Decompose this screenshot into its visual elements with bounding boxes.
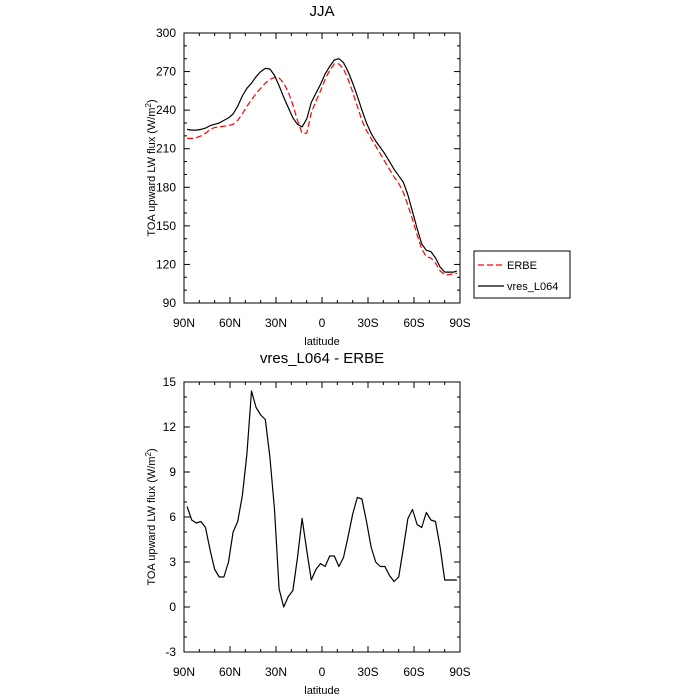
bottom-y-axis-label-sup: 2 bbox=[144, 451, 153, 456]
top-y-axis-label-sup: 2 bbox=[144, 102, 153, 107]
bottom-y-tick-label: -3 bbox=[165, 645, 176, 659]
bottom-y-tick-label: 15 bbox=[163, 375, 177, 389]
top-y-tick-label: 90 bbox=[163, 296, 177, 310]
bottom-x-tick-label: 60N bbox=[219, 665, 241, 679]
top-x-tick-label: 30S bbox=[357, 316, 378, 330]
top-x-tick-label: 60N bbox=[219, 316, 241, 330]
bottom-plot-frame bbox=[183, 381, 461, 653]
top-x-tick-label: 0 bbox=[319, 316, 326, 330]
top-y-tick-label: 120 bbox=[156, 257, 176, 271]
bottom-x-axis: 90N 60N 30N 0 30S 60S 90S bbox=[173, 382, 471, 679]
top-y-axis-label: TOA upward LW flux (W/m2) bbox=[144, 99, 158, 236]
top-y-tick-label: 180 bbox=[156, 180, 176, 194]
bottom-series-group bbox=[186, 390, 457, 608]
top-x-axis-label: latitude bbox=[304, 336, 339, 348]
legend-box bbox=[473, 250, 571, 299]
top-y-tick-label: 300 bbox=[156, 26, 176, 40]
top-series-group bbox=[187, 58, 458, 276]
bottom-y-tick-label: 6 bbox=[169, 510, 176, 524]
top-plot-frame bbox=[183, 32, 461, 304]
top-x-tick-label: 30N bbox=[265, 316, 287, 330]
legend-label-vres: vres_L064 bbox=[507, 281, 558, 293]
bottom-panel: vres_L064 - ERBE -3 0 3 6 9 12 15 90N 60N 30N 0 30… bbox=[144, 350, 471, 697]
top-x-tick-label: 90N bbox=[173, 316, 195, 330]
bottom-x-tick-label: 0 bbox=[319, 665, 326, 679]
top-y-axis: 90 120 150 180 210 240 270 300 bbox=[156, 26, 460, 310]
bottom-x-axis-label: latitude bbox=[304, 685, 339, 697]
top-series-line-erbe bbox=[187, 63, 457, 276]
top-y-tick-label: 240 bbox=[156, 103, 176, 117]
bottom-y-axis-label-main: TOA upward LW flux (W/m bbox=[146, 456, 158, 585]
bottom-series-line-vres-l064-erbe bbox=[186, 390, 457, 608]
bottom-y-axis-label: TOA upward LW flux (W/m2) bbox=[144, 448, 158, 585]
top-x-tick-label: 90S bbox=[449, 316, 470, 330]
top-panel: JJA 90 120 150 180 210 240 270 300 90N 60N 30N 0 30… bbox=[144, 3, 471, 348]
bottom-x-tick-label: 90N bbox=[173, 665, 195, 679]
bottom-x-tick-label: 60S bbox=[403, 665, 424, 679]
top-y-tick-label: 210 bbox=[156, 142, 176, 156]
bottom-x-tick-label: 90S bbox=[449, 665, 470, 679]
bottom-y-axis-label-end: ) bbox=[146, 448, 158, 452]
legend-label-erbe: ERBE bbox=[507, 260, 537, 272]
legend: ERBE vres_L064 bbox=[473, 250, 571, 299]
top-y-axis-label-end: ) bbox=[146, 99, 158, 103]
top-y-tick-label: 270 bbox=[156, 65, 176, 79]
top-series-line-vres-l064 bbox=[187, 58, 458, 273]
bottom-y-axis: -3 0 3 6 9 12 15 bbox=[163, 375, 460, 659]
bottom-x-tick-label: 30N bbox=[265, 665, 287, 679]
bottom-y-tick-label: 0 bbox=[169, 600, 176, 614]
bottom-y-tick-label: 12 bbox=[163, 420, 177, 434]
bottom-chart-title: vres_L064 - ERBE bbox=[260, 350, 384, 367]
top-chart-title: JJA bbox=[309, 3, 334, 20]
top-y-axis-label-main: TOA upward LW flux (W/m bbox=[146, 107, 158, 236]
bottom-x-tick-label: 30S bbox=[357, 665, 378, 679]
top-x-axis: 90N 60N 30N 0 30S 60S 90S bbox=[173, 33, 471, 330]
bottom-y-tick-label: 3 bbox=[169, 555, 176, 569]
bottom-y-tick-label: 9 bbox=[169, 465, 176, 479]
top-x-tick-label: 60S bbox=[403, 316, 424, 330]
top-y-tick-label: 150 bbox=[156, 219, 176, 233]
